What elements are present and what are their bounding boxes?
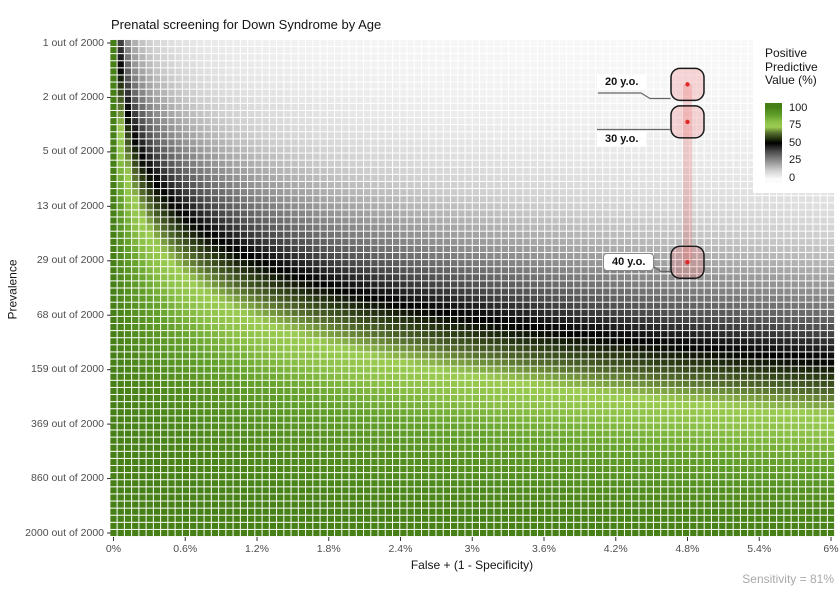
y-tick-label: 68 out of 2000 [36,308,104,321]
annotation-label-20yo: 20 y.o. [597,74,647,90]
y-tick-label: 2 out of 2000 [42,90,104,103]
legend-title-line: Predictive [765,59,818,74]
legend-tick-label: 75 [789,119,802,131]
legend-tick-label: 100 [789,101,808,114]
legend-title-line: Positive [765,46,808,60]
x-tick-label: 4.8% [675,543,700,555]
x-tick-label: 1.2% [245,543,269,555]
sensitivity-note: Sensitivity = 81% [742,572,834,586]
y-tick-label: 860 out of 2000 [31,472,104,485]
legend-tick-label: 25 [789,154,802,166]
chart-title: Prenatal screening for Down Syndrome by … [111,17,382,32]
legend-tick-label: 0 [789,171,796,184]
x-tick-label: 3.6% [532,543,556,555]
y-tick-label: 5 out of 2000 [42,145,104,158]
x-tick-label: 5.4% [747,543,772,555]
y-tick-label: 1 out of 2000 [42,36,104,49]
y-tick-label: 2000 out of 2000 [25,526,104,539]
x-tick-label: 2.4% [388,543,413,555]
x-tick-label: 1.8% [316,543,341,555]
x-tick-label: 0% [105,543,122,555]
x-tick-label: 4.2% [603,543,628,555]
legend-title-line: Value (%) [765,73,817,87]
legend-title: Positive Predictive Value (%) [765,46,818,88]
annotation-label-40yo: 40 y.o. [603,253,655,271]
x-tick-label: 0.6% [173,543,198,555]
x-tick-label: 3% [464,543,480,555]
colorbar-legend: Positive Predictive Value (%) 100 75 50 … [753,40,838,193]
y-tick-label: 159 out of 2000 [31,363,104,376]
y-tick-label: 13 out of 2000 [36,199,104,212]
y-tick-label: 369 out of 2000 [31,417,104,430]
x-axis-title: False + (1 - Specificity) [410,558,534,572]
annotation-label-30yo: 30 y.o. [597,131,647,147]
x-tick-label: 6% [823,543,839,555]
legend-colorbar [765,103,782,183]
y-tick-label: 29 out of 2000 [36,254,104,267]
legend-tick-label: 50 [789,136,802,149]
